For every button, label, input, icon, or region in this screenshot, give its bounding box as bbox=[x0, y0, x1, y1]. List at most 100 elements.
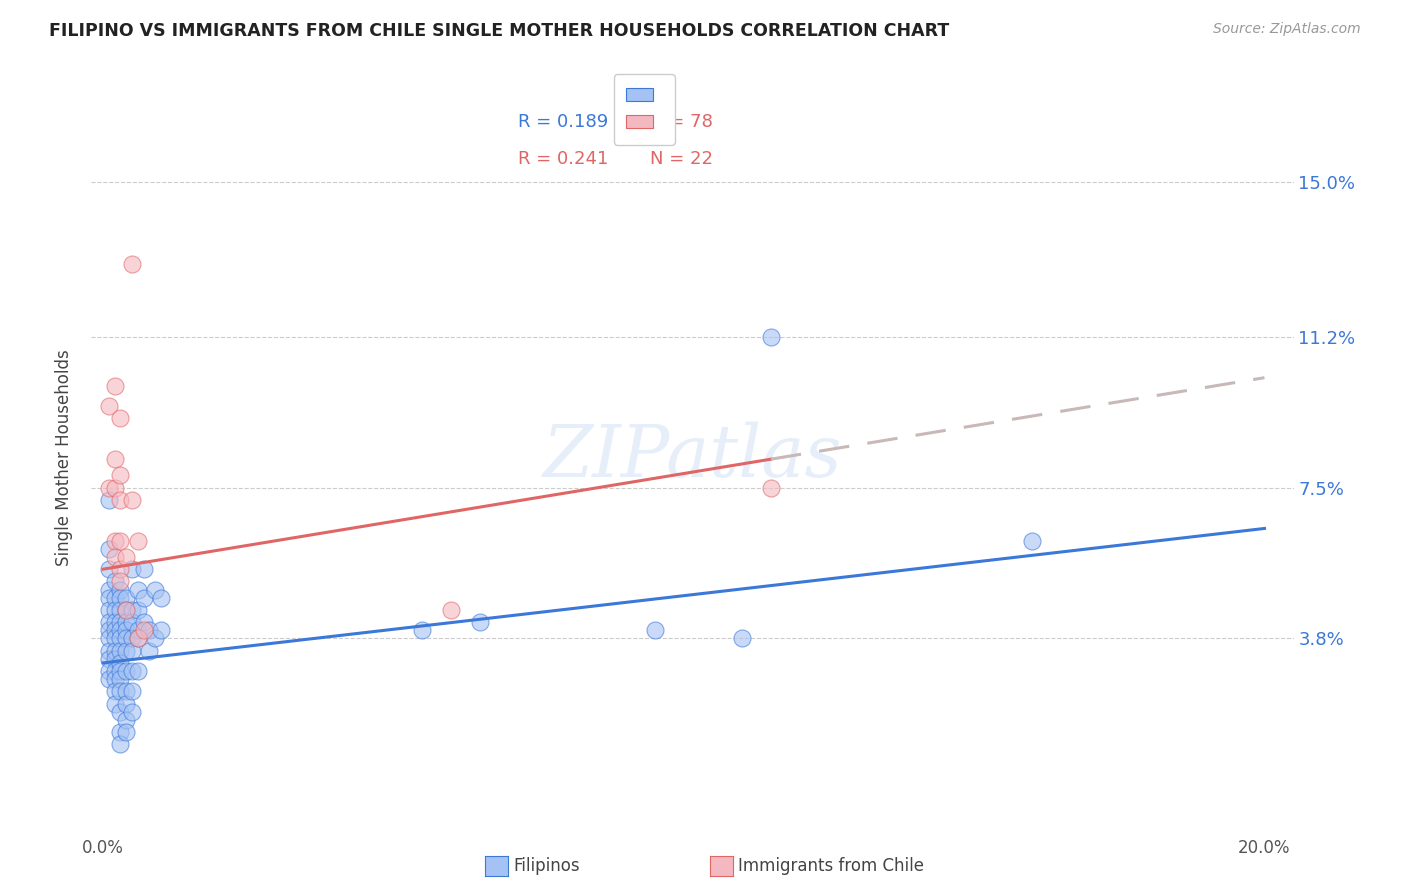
Point bbox=[110, 615, 132, 629]
Point bbox=[411, 624, 433, 638]
Point bbox=[115, 603, 138, 617]
Point bbox=[97, 582, 120, 597]
Point bbox=[121, 615, 143, 629]
Point bbox=[115, 684, 138, 698]
Point bbox=[97, 652, 120, 666]
Point bbox=[115, 624, 138, 638]
Point bbox=[110, 624, 132, 638]
Point bbox=[121, 643, 143, 657]
Point bbox=[127, 533, 149, 548]
Point bbox=[110, 684, 132, 698]
Point bbox=[150, 624, 173, 638]
Text: Source: ZipAtlas.com: Source: ZipAtlas.com bbox=[1213, 22, 1361, 37]
Point bbox=[121, 603, 143, 617]
Point bbox=[132, 615, 155, 629]
Point bbox=[121, 664, 143, 678]
Point bbox=[97, 562, 120, 576]
Point bbox=[110, 582, 132, 597]
Point bbox=[143, 582, 166, 597]
Point bbox=[115, 632, 138, 646]
Point bbox=[127, 582, 149, 597]
Point bbox=[115, 615, 138, 629]
Point bbox=[97, 672, 120, 686]
Point bbox=[104, 603, 127, 617]
Point bbox=[110, 672, 132, 686]
Point bbox=[132, 562, 155, 576]
Point bbox=[115, 713, 138, 727]
Point bbox=[110, 643, 132, 657]
Point bbox=[759, 330, 782, 344]
Point bbox=[121, 257, 143, 271]
Point bbox=[121, 492, 143, 507]
Point bbox=[110, 664, 132, 678]
Point bbox=[104, 533, 127, 548]
Point bbox=[110, 468, 132, 483]
Point bbox=[97, 492, 120, 507]
Point bbox=[143, 632, 166, 646]
Point bbox=[470, 615, 492, 629]
Point bbox=[104, 632, 127, 646]
Point bbox=[127, 664, 149, 678]
Point bbox=[759, 481, 782, 495]
Point bbox=[115, 643, 138, 657]
Point bbox=[97, 603, 120, 617]
Point bbox=[97, 664, 120, 678]
Point bbox=[110, 562, 132, 576]
Point bbox=[104, 624, 127, 638]
Point bbox=[110, 738, 132, 752]
Point bbox=[104, 684, 127, 698]
Legend: , : , bbox=[613, 74, 675, 145]
Point bbox=[127, 624, 149, 638]
Text: N = 78: N = 78 bbox=[651, 112, 713, 131]
Text: ZIPatlas: ZIPatlas bbox=[543, 422, 842, 492]
Point bbox=[127, 632, 149, 646]
Point bbox=[138, 643, 160, 657]
Point bbox=[731, 632, 754, 646]
Text: R = 0.189: R = 0.189 bbox=[519, 112, 609, 131]
Point bbox=[104, 643, 127, 657]
Point bbox=[138, 624, 160, 638]
Point bbox=[115, 664, 138, 678]
Point bbox=[110, 725, 132, 739]
Point bbox=[115, 549, 138, 564]
Point bbox=[97, 541, 120, 556]
Point bbox=[104, 697, 127, 711]
Point bbox=[110, 603, 132, 617]
Point bbox=[110, 705, 132, 719]
Point bbox=[150, 591, 173, 605]
Point bbox=[104, 672, 127, 686]
Point bbox=[110, 411, 132, 425]
Point bbox=[121, 705, 143, 719]
Point bbox=[132, 624, 155, 638]
Point bbox=[110, 656, 132, 670]
Point bbox=[121, 684, 143, 698]
Text: FILIPINO VS IMMIGRANTS FROM CHILE SINGLE MOTHER HOUSEHOLDS CORRELATION CHART: FILIPINO VS IMMIGRANTS FROM CHILE SINGLE… bbox=[49, 22, 949, 40]
Point bbox=[121, 562, 143, 576]
Point bbox=[104, 481, 127, 495]
Point bbox=[104, 664, 127, 678]
Point bbox=[132, 591, 155, 605]
Point bbox=[104, 549, 127, 564]
Point bbox=[97, 632, 120, 646]
Point bbox=[104, 379, 127, 393]
Point bbox=[121, 632, 143, 646]
Point bbox=[115, 603, 138, 617]
Point bbox=[97, 481, 120, 495]
Point bbox=[440, 603, 463, 617]
Point bbox=[104, 615, 127, 629]
Point bbox=[110, 492, 132, 507]
Point bbox=[97, 399, 120, 413]
Point bbox=[115, 591, 138, 605]
Point bbox=[97, 643, 120, 657]
Point bbox=[97, 624, 120, 638]
Point bbox=[110, 591, 132, 605]
Point bbox=[115, 697, 138, 711]
Text: Immigrants from Chile: Immigrants from Chile bbox=[738, 857, 924, 875]
Point bbox=[644, 624, 666, 638]
Point bbox=[97, 591, 120, 605]
Text: R = 0.241: R = 0.241 bbox=[519, 151, 609, 169]
Point bbox=[104, 652, 127, 666]
Point bbox=[104, 574, 127, 589]
Point bbox=[110, 533, 132, 548]
Point bbox=[110, 632, 132, 646]
